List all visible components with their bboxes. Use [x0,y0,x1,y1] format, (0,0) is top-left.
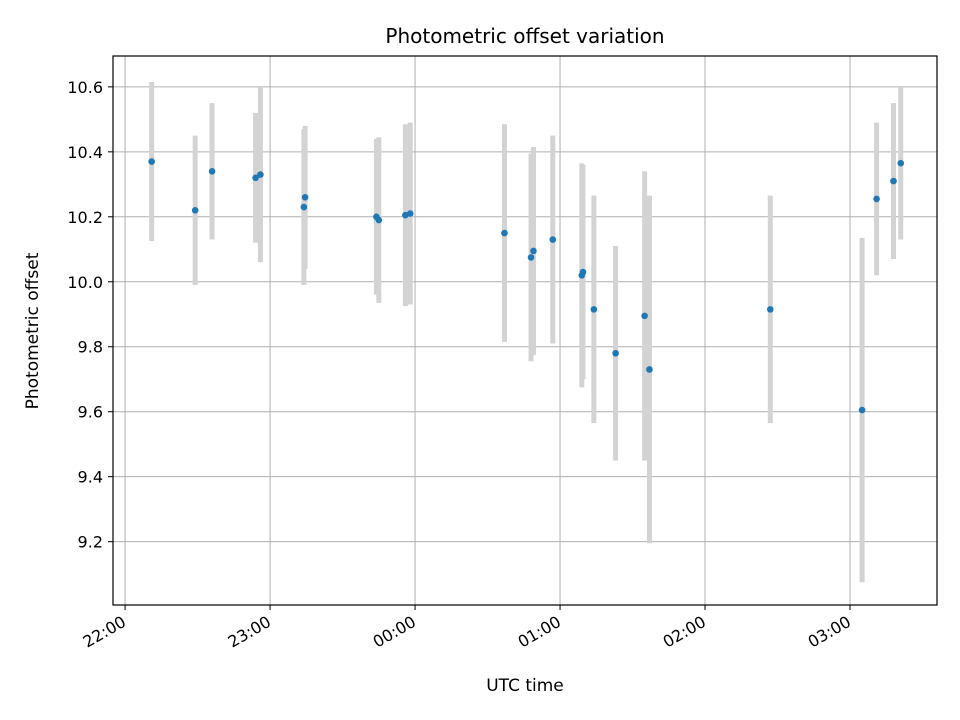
y-axis: 9.2 9.4 9.6 9.8 10.0 10.2 10.4 10.6 [67,78,113,552]
y-tick-label: 10.0 [67,273,103,292]
data-point [527,254,535,261]
y-tick-label: 10.6 [67,78,103,97]
data-point [501,229,508,237]
y-tick-label: 9.2 [78,533,103,552]
data-point [890,177,897,185]
data-point [646,366,653,373]
data-point [579,268,587,276]
data-point [858,406,866,414]
y-tick-label: 9.6 [78,403,103,422]
data-point [208,168,216,175]
data-point [873,195,880,203]
x-axis-title: UTC time [486,676,564,696]
data-point [612,349,619,357]
data-point [148,158,155,165]
y-tick-label: 9.8 [78,338,103,357]
chart-title: Photometric offset variation [385,24,664,48]
data-point [252,174,259,182]
data-point [549,236,557,243]
data-point [257,171,264,178]
data-point [375,216,383,224]
y-tick-label: 9.4 [78,468,103,487]
data-points [148,158,905,414]
data-point [590,306,598,313]
grid [113,56,937,605]
y-tick-label: 10.2 [67,208,103,227]
data-point [766,306,774,313]
data-point [300,203,308,211]
data-point [530,247,537,255]
plot-area-frame [112,55,938,606]
y-axis-title: Photometric offset [23,252,43,409]
data-point [406,210,414,217]
y-tick-label: 10.4 [67,143,103,162]
data-point [641,312,648,320]
data-point [897,159,905,167]
data-point [191,207,199,214]
data-point [301,194,309,201]
